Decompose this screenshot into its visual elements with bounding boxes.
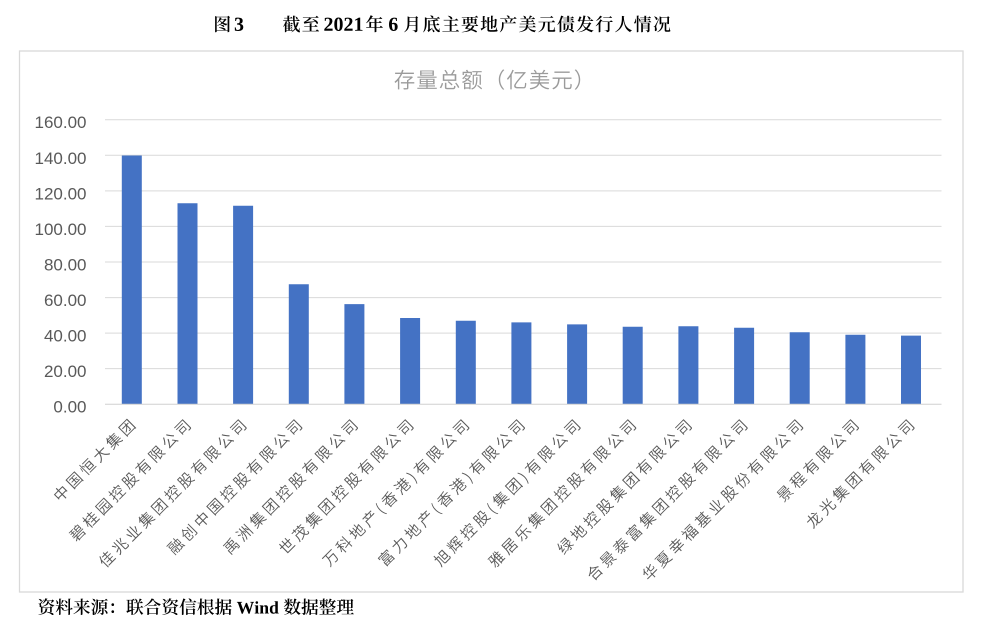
svg-text:60.00: 60.00 xyxy=(44,291,87,310)
svg-text:80.00: 80.00 xyxy=(44,255,87,274)
svg-text:120.00: 120.00 xyxy=(35,184,87,203)
svg-text:0.00: 0.00 xyxy=(53,398,86,417)
svg-text:40.00: 40.00 xyxy=(44,327,87,346)
svg-text:140.00: 140.00 xyxy=(35,149,87,168)
svg-text:20.00: 20.00 xyxy=(44,362,87,381)
svg-text:100.00: 100.00 xyxy=(35,220,87,239)
svg-text:160.00: 160.00 xyxy=(35,113,87,132)
